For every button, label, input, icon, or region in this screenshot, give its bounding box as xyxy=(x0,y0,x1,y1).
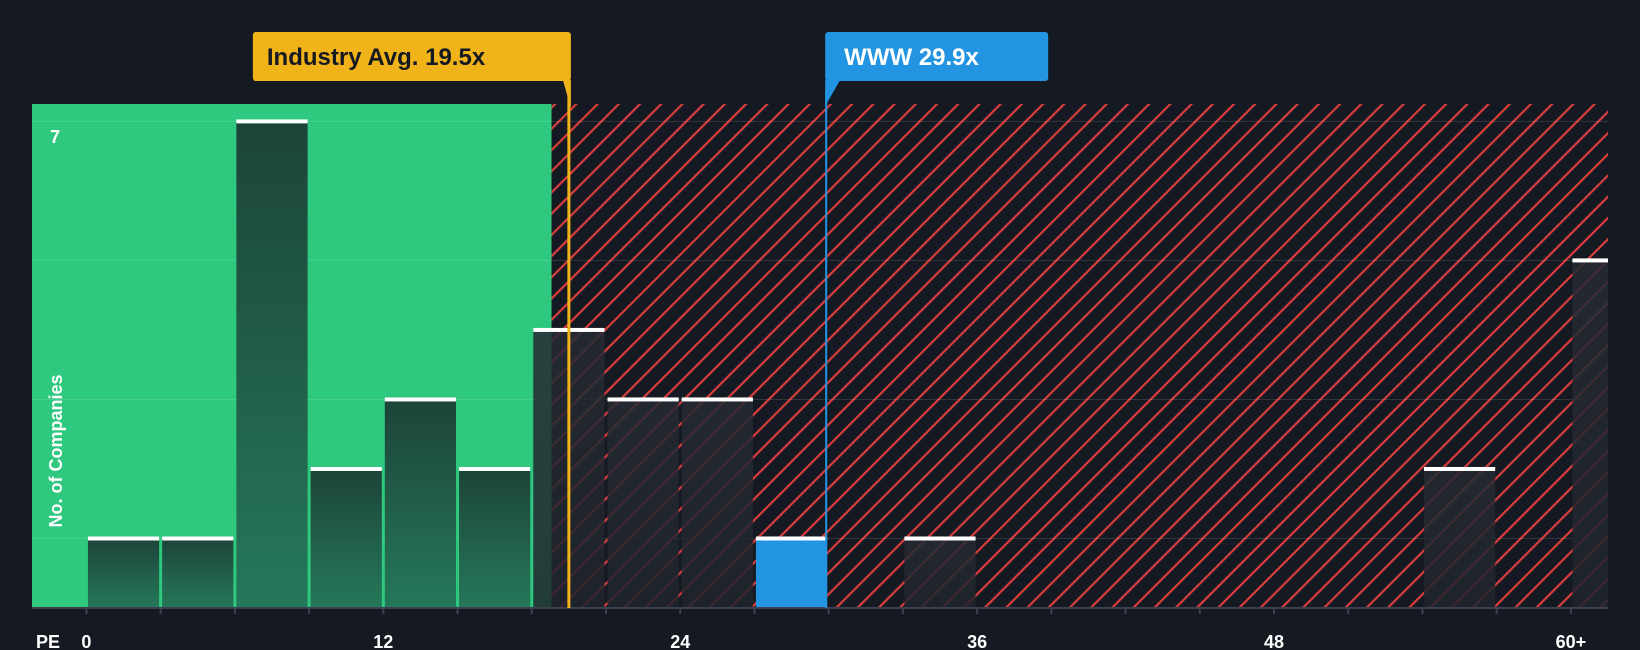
bar xyxy=(904,538,976,608)
bar xyxy=(1423,468,1496,608)
x-tick-label: 60+ xyxy=(1556,632,1587,650)
company-pe-label: WWW 29.9x xyxy=(844,44,979,71)
bar-cap xyxy=(236,119,308,124)
bar-cap xyxy=(310,466,382,471)
bars xyxy=(87,119,1608,609)
industry-avg-pointer xyxy=(562,80,571,108)
x-tick-label: 24 xyxy=(670,632,690,650)
x-tick-label: 36 xyxy=(967,632,987,650)
bar xyxy=(310,468,382,608)
company-pe-callout xyxy=(825,32,1049,81)
bar-cap xyxy=(607,397,679,402)
y-tick-label: 7 xyxy=(50,127,60,147)
bar xyxy=(459,468,531,608)
bar xyxy=(755,538,828,608)
bar xyxy=(87,538,160,608)
bar-cap xyxy=(1572,258,1608,263)
company-marker: WWW 29.9x xyxy=(825,32,1049,608)
bar xyxy=(607,399,679,608)
industry-avg-marker: Industry Avg. 19.5x xyxy=(252,32,571,608)
bar-cap xyxy=(1423,466,1496,471)
industry-avg-label: Industry Avg. 19.5x xyxy=(267,44,486,71)
x-axis: 0 12 24 36 48 60+ xyxy=(32,607,1608,650)
x-tick-label: 0 xyxy=(81,632,91,650)
bar-cap xyxy=(459,466,531,471)
bar-cap xyxy=(384,397,457,402)
industry-avg-callout xyxy=(252,32,571,81)
bar-cap xyxy=(87,536,160,541)
bar xyxy=(384,399,457,608)
company-pe-pointer xyxy=(825,80,841,106)
bar-cap xyxy=(904,536,976,541)
x-tick-label: 48 xyxy=(1264,632,1284,650)
y-axis-label: No. of Companies xyxy=(46,374,66,527)
bar-cap xyxy=(162,536,234,541)
bar-cap xyxy=(681,397,753,402)
x-axis-label: PE xyxy=(36,632,60,650)
x-tick-label: 12 xyxy=(373,632,393,650)
bar-cap xyxy=(755,536,828,541)
bar xyxy=(681,399,753,608)
bar xyxy=(236,121,308,609)
bar xyxy=(162,538,234,608)
bar xyxy=(1572,260,1608,608)
